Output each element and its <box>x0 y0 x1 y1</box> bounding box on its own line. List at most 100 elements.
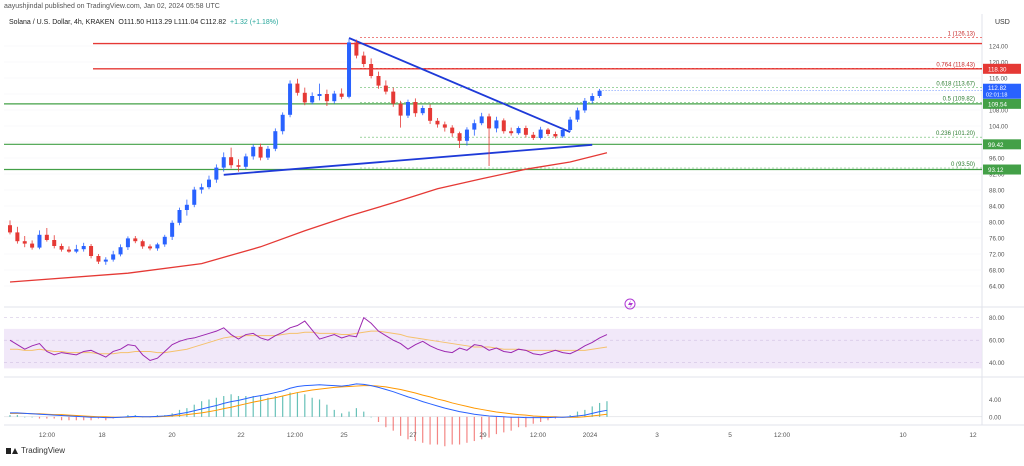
candle-body <box>243 156 248 167</box>
candle-body <box>383 85 388 92</box>
candle-body <box>288 83 293 115</box>
price-tick-label: 104.00 <box>989 124 1008 131</box>
macd-histogram-bar <box>16 415 18 417</box>
macd-histogram-bar <box>385 416 387 428</box>
candle-body <box>89 246 94 256</box>
candle-body <box>413 102 418 114</box>
candle-body <box>125 238 130 248</box>
macd-histogram-bar <box>363 411 365 417</box>
symbol-name[interactable]: Solana / U.S. Dollar, 4h, KRAKEN <box>9 19 115 26</box>
macd-histogram-bar <box>429 416 431 445</box>
rsi-line <box>9 316 608 362</box>
candle-body <box>221 157 226 168</box>
candle-body <box>118 247 123 255</box>
x-tick-label: 22 <box>237 432 245 439</box>
symbol-header: Solana / U.S. Dollar, 4h, KRAKEN O111.50… <box>9 19 278 26</box>
candle-body <box>66 249 71 252</box>
candle-body <box>560 130 565 137</box>
candle-body <box>15 232 20 242</box>
candle-body <box>509 131 514 134</box>
candle-body <box>258 146 263 158</box>
macd-histogram-bar <box>532 416 534 424</box>
macd-histogram-bar <box>259 396 262 417</box>
ohlc-values: O111.50 H113.29 L111.04 C112.82 <box>118 19 227 26</box>
candle-body <box>405 102 410 116</box>
rsi-tick-label: 60.00 <box>989 338 1005 345</box>
candle-body <box>177 210 182 223</box>
candle-body <box>184 204 189 210</box>
candle-body <box>546 129 551 134</box>
candle-body <box>361 55 366 64</box>
candle-body <box>214 167 219 180</box>
macd-histogram-bar <box>488 416 490 438</box>
macd-histogram-bar <box>90 416 92 421</box>
support-badge <box>983 139 1021 150</box>
candle-body <box>568 119 573 130</box>
candle-body <box>428 108 433 121</box>
macd-histogram-bar <box>296 392 299 417</box>
fib-level-label: 0.764 (118.43) <box>936 62 975 68</box>
support-badge <box>983 164 1021 175</box>
candle-body <box>162 236 167 245</box>
price-tick-label: 116.00 <box>989 76 1008 83</box>
macd-histogram-bar <box>215 397 217 417</box>
macd-histogram-bar <box>31 416 33 418</box>
candle-body <box>472 123 477 130</box>
macd-histogram-bar <box>127 415 129 417</box>
candle-body <box>111 254 116 260</box>
countdown-label: 02:01:18 <box>986 93 1007 99</box>
macd-histogram-bar <box>444 416 446 447</box>
macd-histogram-bar <box>525 416 527 428</box>
candle-body <box>192 189 197 205</box>
candle-body <box>442 124 447 128</box>
candle-body <box>347 42 352 97</box>
price-tick-label: 88.00 <box>989 188 1005 195</box>
macd-histogram-bar <box>223 396 225 417</box>
candle-body <box>516 128 521 134</box>
support-label: 93.12 <box>988 167 1004 174</box>
candle-body <box>317 94 322 96</box>
candle-body <box>155 244 160 249</box>
macd-tick-label: 0.00 <box>989 414 1002 421</box>
x-tick-label: 29 <box>479 432 487 439</box>
macd-histogram-bar <box>105 416 107 421</box>
x-tick-label: 18 <box>98 432 106 439</box>
candle-body <box>391 91 396 104</box>
lightning-icon-glyph <box>628 300 633 309</box>
candle-body <box>199 187 204 190</box>
candle-body <box>420 108 425 114</box>
footer-brand[interactable]: TradingView <box>6 446 65 455</box>
candle-body <box>553 134 558 137</box>
support-label: 99.42 <box>988 142 1004 149</box>
macd-tick-label: 4.00 <box>989 397 1002 404</box>
candle-body <box>435 120 440 125</box>
candle-body <box>229 157 234 166</box>
candle-body <box>170 222 175 237</box>
candle-body <box>597 90 602 96</box>
macd-histogram-bar <box>68 416 70 421</box>
macd-histogram-bar <box>282 396 284 417</box>
macd-histogram-bar <box>289 392 291 417</box>
brand-text: TradingView <box>21 446 66 455</box>
macd-histogram-bar <box>24 416 26 418</box>
candle-body <box>339 93 344 97</box>
macd-histogram-bar <box>46 416 48 419</box>
candle-body <box>538 129 543 138</box>
macd-histogram-bar <box>9 415 11 417</box>
candle-body <box>44 234 49 240</box>
lightning-icon[interactable] <box>624 298 636 310</box>
candle-body <box>8 225 12 233</box>
macd-histogram-bar <box>311 397 313 417</box>
x-tick-label: 12 <box>969 432 977 439</box>
macd-histogram-bar <box>333 409 335 417</box>
x-tick-label: 27 <box>409 432 417 439</box>
macd-histogram-bar <box>230 394 232 417</box>
x-tick-label: 20 <box>168 432 176 439</box>
macd-histogram-bar <box>458 416 461 445</box>
macd-histogram-bar <box>517 416 520 428</box>
macd-histogram-bar <box>569 415 571 417</box>
candle-body <box>140 241 145 247</box>
candle-body <box>590 96 595 101</box>
candle-body <box>251 146 256 157</box>
